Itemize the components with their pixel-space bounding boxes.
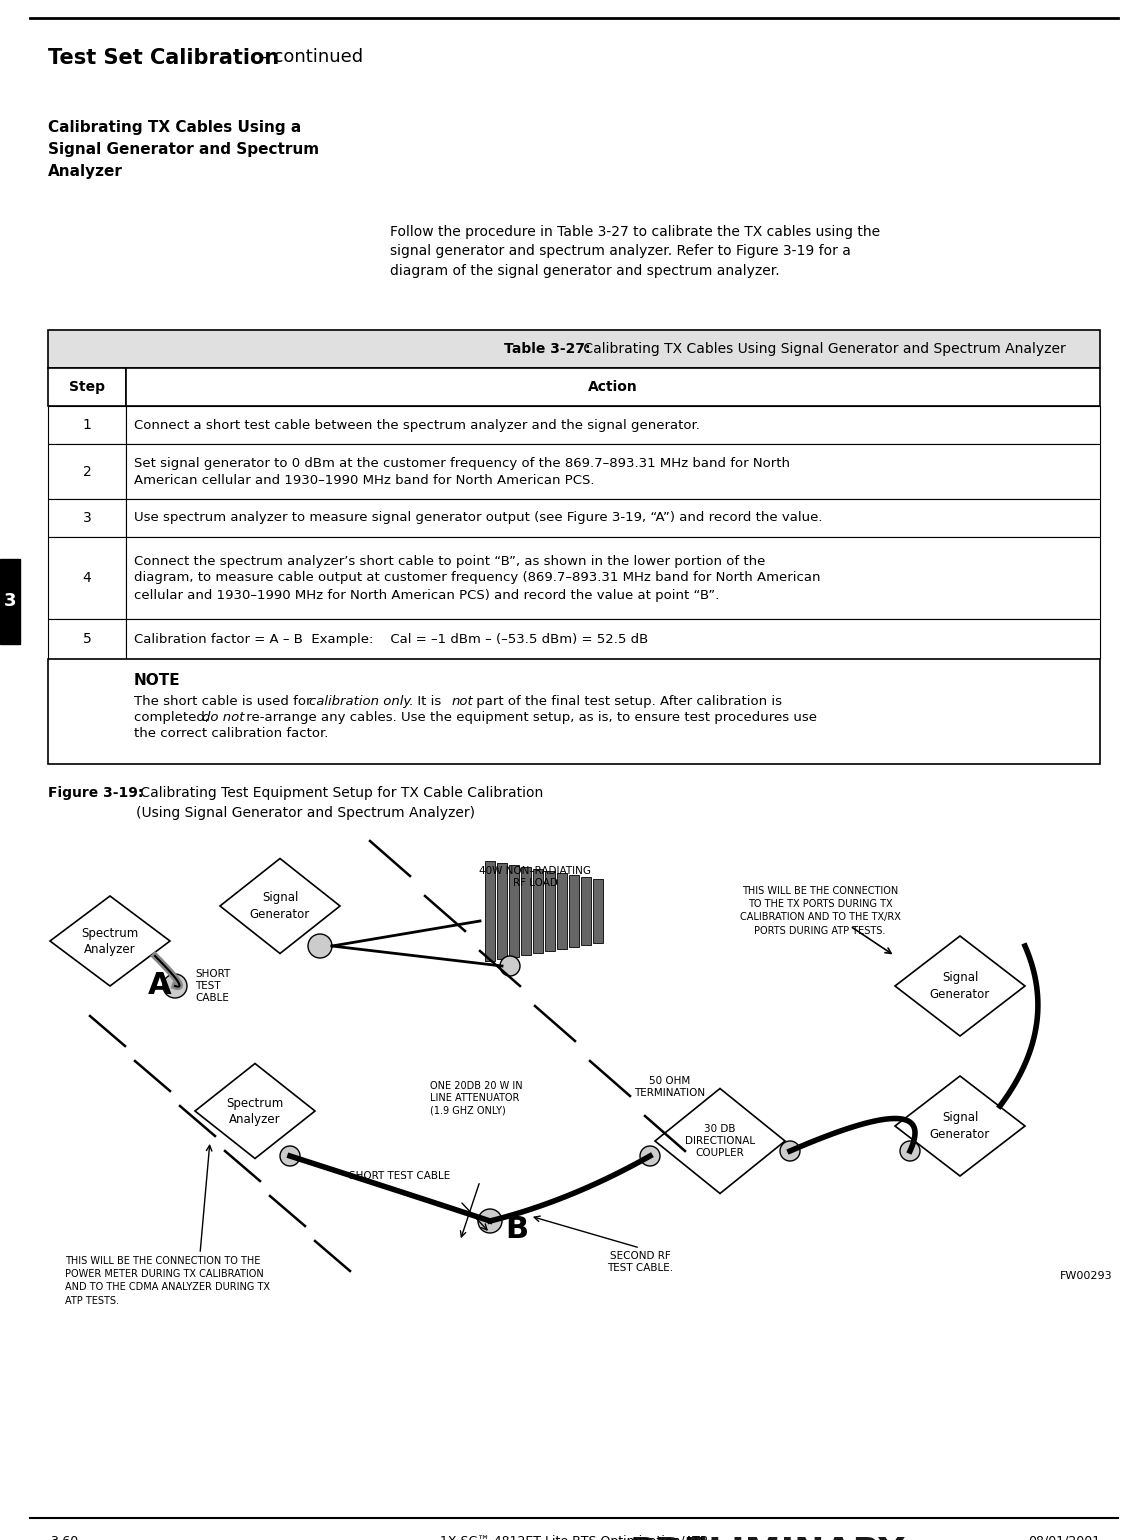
Text: Step: Step: [69, 380, 104, 394]
Text: NOTE: NOTE: [134, 673, 180, 688]
Bar: [581, 876, 591, 946]
Bar: [0, 559, 20, 644]
Polygon shape: [51, 896, 170, 986]
Polygon shape: [895, 936, 1025, 1036]
Polygon shape: [895, 1076, 1025, 1177]
Bar: [545, 872, 554, 952]
Text: THIS WILL BE THE CONNECTION TO THE
POWER METER DURING TX CALIBRATION
AND TO THE : THIS WILL BE THE CONNECTION TO THE POWER…: [65, 1257, 270, 1306]
Bar: [48, 330, 1100, 368]
Text: Calibrating Test Equipment Setup for TX Cable Calibration
(Using Signal Generato: Calibrating Test Equipment Setup for TX …: [135, 785, 543, 819]
Text: re-arrange any cables. Use the equipment setup, as is, to ensure test procedures: re-arrange any cables. Use the equipment…: [242, 711, 817, 724]
Text: Connect the spectrum analyzer’s short cable to point “B”, as shown in the lower : Connect the spectrum analyzer’s short ca…: [134, 554, 821, 602]
Polygon shape: [656, 1089, 785, 1194]
Text: Action: Action: [588, 380, 638, 394]
Bar: [48, 499, 126, 537]
Text: SHORT TEST CABLE: SHORT TEST CABLE: [349, 1170, 450, 1181]
Text: 2: 2: [83, 465, 92, 479]
Bar: [126, 368, 1100, 407]
Bar: [48, 619, 126, 659]
Bar: [594, 879, 603, 942]
Text: Connect a short test cable between the spectrum analyzer and the signal generato: Connect a short test cable between the s…: [134, 419, 700, 431]
Text: Calibration factor = A – B  Example:    Cal = –1 dBm – (–53.5 dBm) = 52.5 dB: Calibration factor = A – B Example: Cal …: [134, 633, 649, 645]
Text: completed,: completed,: [134, 711, 214, 724]
Text: THIS WILL BE THE CONNECTION
TO THE TX PORTS DURING TX
CALIBRATION AND TO THE TX/: THIS WILL BE THE CONNECTION TO THE TX PO…: [739, 885, 900, 936]
Bar: [48, 368, 126, 407]
Bar: [484, 861, 495, 961]
Text: SECOND RF
TEST CABLE.: SECOND RF TEST CABLE.: [607, 1250, 673, 1274]
Bar: [48, 407, 126, 444]
Text: Signal
Generator: Signal Generator: [250, 892, 310, 921]
Circle shape: [779, 1141, 800, 1161]
Text: Calibrating TX Cables Using Signal Generator and Spectrum Analyzer: Calibrating TX Cables Using Signal Gener…: [579, 342, 1065, 356]
Text: do not: do not: [202, 711, 245, 724]
Text: 1: 1: [83, 417, 92, 433]
Bar: [126, 444, 1100, 499]
Text: 50 OHM
TERMINATION: 50 OHM TERMINATION: [635, 1076, 706, 1098]
Bar: [533, 869, 543, 953]
Bar: [126, 619, 1100, 659]
Text: Spectrum
Analyzer: Spectrum Analyzer: [226, 1096, 284, 1126]
Circle shape: [478, 1209, 502, 1234]
Text: Follow the procedure in Table 3-27 to calibrate the TX cables using the
signal g: Follow the procedure in Table 3-27 to ca…: [390, 225, 881, 279]
Text: 5: 5: [83, 631, 92, 645]
Bar: [126, 499, 1100, 537]
Circle shape: [639, 1146, 660, 1166]
Text: Signal
Generator: Signal Generator: [930, 972, 990, 1001]
Text: 4: 4: [83, 571, 92, 585]
Bar: [48, 444, 126, 499]
Text: B: B: [505, 1215, 528, 1243]
Text: Calibrating TX Cables Using a
Signal Generator and Spectrum
Analyzer: Calibrating TX Cables Using a Signal Gen…: [48, 120, 319, 179]
Polygon shape: [220, 858, 340, 953]
Text: 1X SC™ 4812ET Lite BTS Optimization/ATP: 1X SC™ 4812ET Lite BTS Optimization/ATP: [440, 1535, 707, 1540]
Text: Set signal generator to 0 dBm at the customer frequency of the 869.7–893.31 MHz : Set signal generator to 0 dBm at the cus…: [134, 456, 790, 487]
Text: the correct calibration factor.: the correct calibration factor.: [134, 727, 328, 741]
Circle shape: [900, 1141, 920, 1161]
Text: not: not: [452, 695, 474, 708]
Text: 08/01/2001: 08/01/2001: [1027, 1535, 1100, 1540]
Text: . It is: . It is: [409, 695, 445, 708]
Bar: [126, 407, 1100, 444]
Text: 30 DB
DIRECTIONAL
COUPLER: 30 DB DIRECTIONAL COUPLER: [685, 1124, 755, 1158]
Text: 3: 3: [3, 593, 16, 610]
Polygon shape: [195, 1064, 315, 1158]
Text: FW00293: FW00293: [1060, 1270, 1112, 1281]
Bar: [569, 875, 579, 947]
Bar: [509, 865, 519, 956]
Bar: [497, 862, 507, 959]
Bar: [126, 537, 1100, 619]
Text: SHORT
TEST
CABLE: SHORT TEST CABLE: [195, 969, 231, 1004]
Text: 3: 3: [83, 511, 92, 525]
Text: Figure 3-19:: Figure 3-19:: [48, 785, 148, 799]
Text: – continued: – continued: [253, 48, 363, 66]
Text: 3-60: 3-60: [51, 1535, 78, 1540]
Text: A: A: [148, 972, 171, 1001]
Text: PRELIMINARY: PRELIMINARY: [630, 1535, 906, 1540]
Text: The short cable is used for: The short cable is used for: [134, 695, 316, 708]
Text: Table 3-27:: Table 3-27:: [504, 342, 590, 356]
Text: 40W NON–RADIATING
RF LOAD: 40W NON–RADIATING RF LOAD: [479, 865, 591, 889]
Text: Test Set Calibration: Test Set Calibration: [48, 48, 279, 68]
Bar: [557, 873, 567, 949]
Circle shape: [501, 956, 520, 976]
Bar: [521, 867, 532, 955]
Circle shape: [308, 933, 332, 958]
Text: Spectrum
Analyzer: Spectrum Analyzer: [82, 927, 139, 955]
Text: part of the final test setup. After calibration is: part of the final test setup. After cali…: [472, 695, 782, 708]
Circle shape: [280, 1146, 300, 1166]
Text: Use spectrum analyzer to measure signal generator output (see Figure 3-19, “A”) : Use spectrum analyzer to measure signal …: [134, 511, 822, 525]
Bar: [48, 659, 1100, 764]
Text: Signal
Generator: Signal Generator: [930, 1112, 990, 1141]
Text: calibration only: calibration only: [309, 695, 411, 708]
Circle shape: [163, 973, 187, 998]
Bar: [48, 537, 126, 619]
Text: ONE 20DB 20 W IN
LINE ATTENUATOR
(1.9 GHZ ONLY): ONE 20DB 20 W IN LINE ATTENUATOR (1.9 GH…: [430, 1081, 522, 1116]
